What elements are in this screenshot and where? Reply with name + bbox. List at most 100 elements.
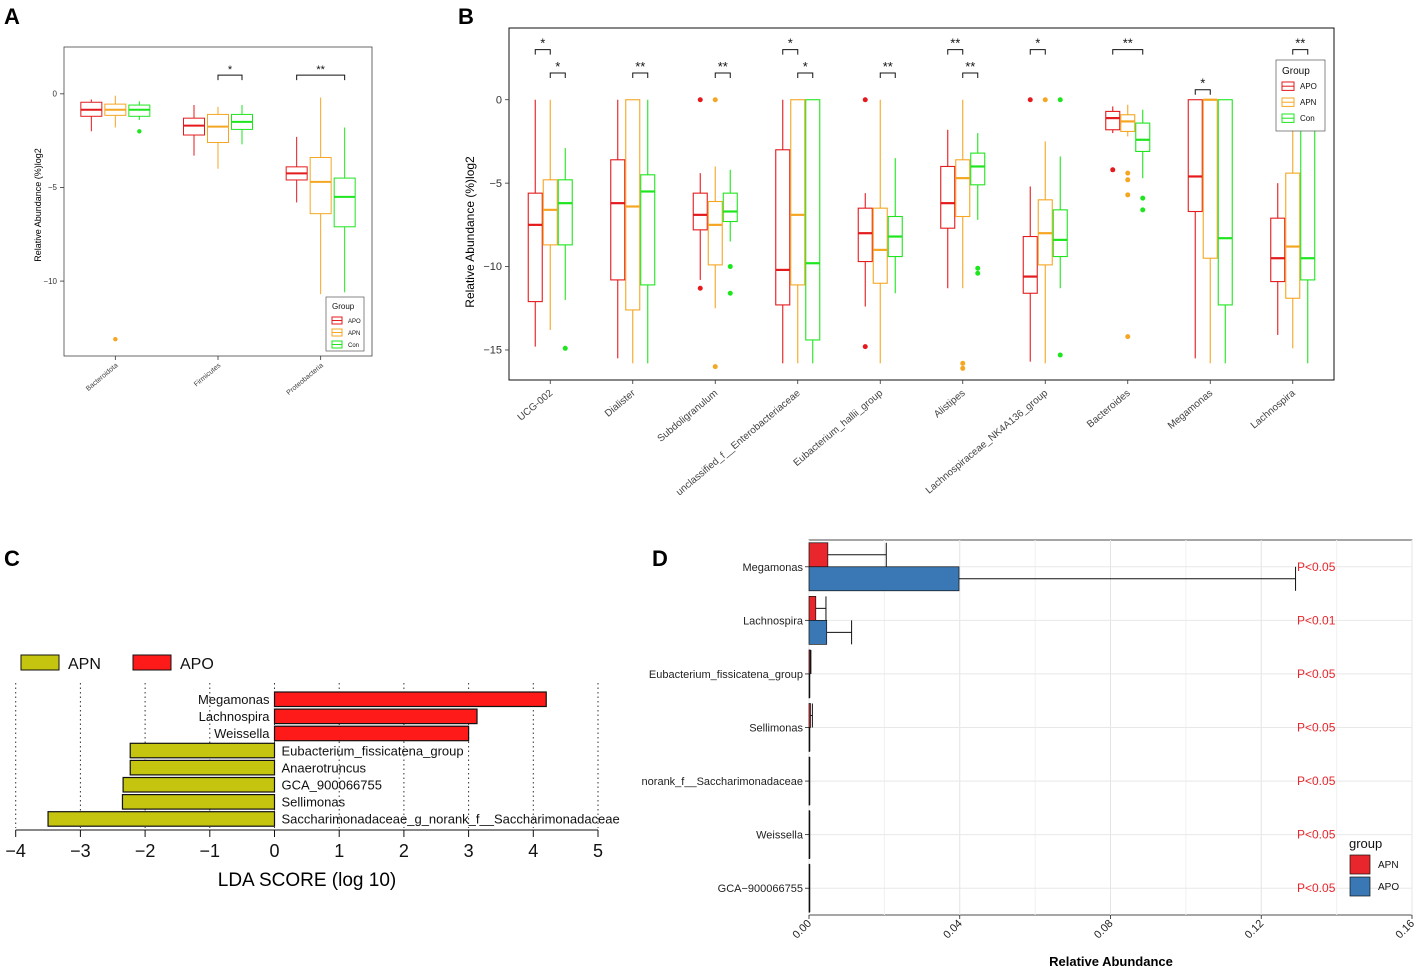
x-tick-label: 1 — [334, 841, 344, 861]
significance-bracket — [632, 72, 649, 79]
outlier-point — [1125, 177, 1131, 183]
x-tick-label: −4 — [5, 841, 26, 861]
significance-bracket — [1194, 89, 1211, 95]
bar-label: Lachnospira — [199, 709, 271, 724]
significance-label: * — [1035, 36, 1040, 51]
outlier-point — [960, 365, 966, 371]
significance-bracket — [1112, 49, 1144, 55]
significance-bracket — [714, 72, 731, 79]
significance-bracket — [549, 72, 566, 79]
box-apo — [1270, 217, 1286, 283]
box-apn — [1285, 172, 1301, 299]
significance-bracket — [782, 49, 799, 55]
legend-label: APN — [1378, 860, 1399, 871]
panel-d: D Relative Abundance Megamonas P<0.05 Lach… — [642, 539, 1417, 969]
p-value-label: P<0.05 — [1297, 828, 1336, 842]
significance-bracket — [947, 49, 964, 55]
y-tick-label: norank_f__Saccharimonadaceae — [642, 776, 803, 788]
box-apn — [955, 159, 971, 218]
significance-label: ** — [883, 59, 893, 74]
x-tick-label: 0.12 — [1243, 918, 1267, 942]
box-apo — [1022, 235, 1038, 294]
y-tick-label: 0 — [496, 94, 502, 106]
bar-apn — [129, 759, 276, 776]
box-con — [1052, 209, 1068, 258]
legend-title: Group — [332, 302, 355, 311]
box-apo — [610, 159, 626, 281]
p-value-label: P<0.05 — [1297, 667, 1336, 681]
box-apn — [1202, 99, 1218, 259]
panel-a-y-axis-label: Relative Abundance (%)log2 — [33, 148, 43, 262]
x-tick-label: Subdoligranulum — [656, 388, 721, 445]
box-con — [557, 179, 573, 246]
panel-b-label: B — [458, 4, 474, 29]
y-tick-label: Sellimonas — [749, 723, 803, 735]
box-con — [333, 177, 356, 228]
box-apn — [625, 99, 641, 311]
x-tick-label: 0.04 — [941, 918, 965, 942]
significance-label: ** — [718, 59, 728, 74]
outlier-point — [1027, 97, 1033, 103]
outlier-point — [1125, 334, 1131, 340]
box-con — [1217, 99, 1233, 306]
outlier-point — [975, 265, 981, 271]
legend-label: APN — [348, 331, 360, 337]
significance-bracket — [1029, 49, 1046, 55]
outlier-point — [137, 129, 142, 134]
legend-title: group — [1349, 836, 1382, 851]
significance-label: * — [555, 59, 560, 74]
outlier-point — [1110, 167, 1116, 173]
x-tick-label: Bacteroidota — [85, 362, 120, 393]
y-tick-label: GCA−900066755 — [718, 883, 803, 895]
bar-apn — [121, 793, 276, 810]
panel-d-marks: Megamonas P<0.05 Lachnospira P<0.01 Eubacter… — [642, 539, 1417, 942]
outlier-point — [697, 285, 703, 291]
outlier-point — [862, 344, 868, 350]
outlier-point — [960, 360, 966, 366]
box-apo — [775, 149, 791, 306]
box-apo — [940, 165, 956, 229]
panel-c: C LDA SCORE (log 10) APN APO −4 −3 −2 −1 0 1 2 3 4… — [4, 546, 620, 891]
outlier-point — [975, 270, 981, 276]
bar-apo — [273, 708, 478, 725]
panel-d-x-axis-label: Relative Abundance — [1049, 954, 1173, 969]
x-tick-label: UCG-002 — [516, 388, 556, 424]
outlier-point — [727, 290, 733, 296]
box-con — [640, 174, 656, 286]
significance-bracket — [1292, 49, 1309, 55]
bar-apo — [808, 566, 960, 592]
outlier-point — [562, 345, 568, 351]
box-apo — [692, 192, 708, 231]
significance-bracket — [217, 74, 243, 81]
panel-a: A Relative Abundance (%)log2 0 −5 −10 Bacte… — [4, 4, 373, 397]
significance-label: * — [1200, 76, 1205, 91]
outlier-point — [862, 97, 868, 103]
y-tick-label: Lachnospira — [743, 615, 804, 627]
p-value-label: P<0.05 — [1297, 881, 1336, 895]
box-apn — [790, 99, 806, 286]
p-value-label: P<0.05 — [1297, 560, 1336, 574]
outlier-point — [1125, 170, 1131, 176]
y-tick-label: Weissella — [756, 830, 804, 842]
box-apn — [707, 200, 723, 266]
bar-label: Saccharimonadaceae_g_norank_f__Saccharim… — [282, 812, 620, 827]
panel-a-marks: 0 −5 −10 Bacteroidota Firmicutes Proteobacter… — [43, 64, 365, 397]
box-apn — [872, 207, 888, 284]
bar-apo — [273, 725, 470, 742]
y-tick-label: Megamonas — [742, 562, 803, 574]
panel-c-marks: APN APO −4 −3 −2 −1 0 1 2 3 4 5 Megamonas Lachnospira… — [5, 654, 620, 861]
bar-apn — [47, 811, 276, 827]
x-tick-label: 0.00 — [790, 918, 814, 942]
panel-c-x-axis-label: LDA SCORE (log 10) — [218, 870, 396, 891]
bar-label: GCA_900066755 — [282, 778, 382, 793]
p-value-label: P<0.05 — [1297, 721, 1336, 735]
outlier-point — [1125, 192, 1131, 198]
bar-apo — [808, 620, 828, 645]
significance-label: ** — [950, 36, 960, 51]
box-con — [1135, 122, 1151, 153]
bar-apn — [129, 742, 276, 759]
outlier-point — [1057, 97, 1063, 103]
outlier-point — [712, 97, 718, 103]
significance-label: ** — [1123, 36, 1133, 51]
